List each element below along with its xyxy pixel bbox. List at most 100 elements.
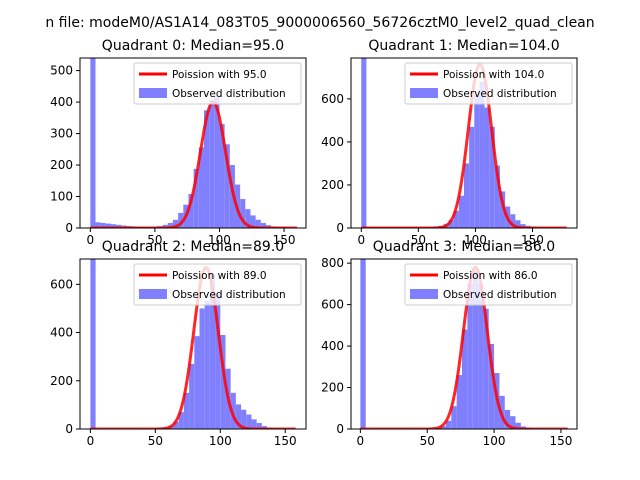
legend-observed-swatch	[139, 289, 167, 299]
y-tick-label: 600	[321, 92, 344, 106]
histogram-bar	[520, 224, 526, 228]
histogram-bar	[204, 301, 210, 429]
histogram-bar	[188, 194, 194, 228]
y-tick-label: 200	[50, 158, 73, 172]
x-tick-label: 50	[411, 233, 426, 247]
histogram-bar	[250, 215, 256, 228]
x-tick-label: 100	[208, 233, 231, 247]
histogram-bar	[458, 195, 464, 228]
legend-box	[404, 62, 573, 105]
legend-observed-swatch	[139, 88, 167, 98]
histogram-bar	[361, 58, 367, 228]
histogram-bar	[478, 283, 484, 429]
histogram-bar	[240, 199, 246, 228]
histogram-bar	[215, 293, 221, 429]
histogram-bar	[209, 274, 216, 429]
y-tick-label: 0	[65, 422, 73, 436]
histogram-bar	[214, 96, 220, 228]
histogram-bar	[193, 168, 199, 228]
y-tick-label: 0	[336, 422, 344, 436]
axes-frame	[350, 57, 578, 229]
histogram-bar	[260, 222, 266, 228]
histogram-bar	[100, 222, 106, 228]
plot-area	[89, 58, 298, 228]
histogram-bar	[510, 416, 516, 429]
histogram-bar	[209, 100, 215, 228]
legend-observed-label: Observed distribution	[443, 289, 557, 301]
x-tick-label: 0	[357, 434, 365, 448]
histogram-bar	[474, 94, 480, 228]
histogram-bar	[90, 259, 96, 429]
histogram-bar	[220, 334, 226, 429]
histogram-bar	[172, 219, 179, 228]
histogram-bar	[440, 426, 446, 429]
y-tick-label: 500	[50, 64, 73, 78]
histogram-bar	[173, 421, 179, 429]
legend: Poission with 104.0 Observed distribution	[404, 62, 573, 105]
plot-area	[359, 259, 569, 429]
subplot-quadrant-2: 0 50 100 150 0 200 400 600 Quadrant 2: Median=89…	[50, 239, 307, 448]
subplot-title: Quadrant 0: Median=95.0	[102, 38, 284, 54]
y-tick-label: 200	[321, 178, 344, 192]
histogram-bar	[484, 107, 490, 228]
legend-fit-label: Poission with 86.0	[443, 270, 538, 282]
y-tick-label: 400	[321, 339, 344, 353]
histogram-bar	[510, 214, 516, 228]
y-tick-label: 100	[50, 190, 73, 204]
x-tick-label: 0	[357, 233, 365, 247]
poisson-fit-line	[359, 265, 569, 429]
y-tick-label: 400	[50, 95, 73, 109]
histogram-bar	[230, 392, 236, 429]
histogram-bar	[472, 271, 479, 429]
legend-fit-label: Poission with 89.0	[172, 270, 267, 282]
y-tick-label: 600	[321, 298, 344, 312]
subplot-grid: 0 50 100 150 0 100 200 300 400 500 Quadrant 0: Med…	[50, 38, 578, 448]
axes-frame	[79, 57, 307, 229]
histogram-bar	[451, 406, 457, 429]
subplot-quadrant-3: 0 50 100 150 0 200 400 600 800 Quadrant 3: Median…	[321, 239, 578, 448]
histogram-bar	[110, 224, 117, 228]
histogram-bar	[219, 124, 225, 228]
histogram-bar	[360, 259, 366, 429]
histogram-bar	[198, 147, 204, 228]
histogram-bar	[116, 224, 122, 228]
x-tick-label: 100	[483, 434, 506, 448]
histogram-bar	[246, 414, 252, 429]
legend-observed-swatch	[410, 88, 438, 98]
histogram-bar	[467, 283, 473, 429]
x-tick-label: 0	[87, 233, 95, 247]
legend-box	[404, 263, 573, 306]
histogram-bar	[479, 81, 485, 228]
x-tick-label: 100	[209, 434, 232, 448]
legend: Poission with 95.0 Observed distribution	[133, 62, 302, 105]
y-tick-label: 300	[50, 127, 73, 141]
histogram-bar	[464, 163, 470, 228]
legend: Poission with 86.0 Observed distribution	[404, 263, 573, 306]
figure-title: n file: modeM0/AS1A14_083T05_9000006560_…	[45, 15, 594, 31]
legend-observed-label: Observed distribution	[172, 289, 286, 301]
x-tick-label: 150	[273, 233, 296, 247]
histogram-bar	[105, 223, 111, 228]
histogram-bar	[256, 422, 262, 429]
histogram-bar	[461, 329, 468, 429]
axes-frame	[350, 258, 578, 430]
subplot-title: Quadrant 1: Median=104.0	[368, 38, 559, 54]
histogram-bar	[199, 308, 205, 429]
histogram-bar	[178, 212, 184, 228]
histogram-bar	[489, 126, 495, 228]
legend: Poission with 89.0 Observed distribution	[133, 263, 302, 306]
histogram-bar	[90, 58, 96, 228]
histogram-bar	[235, 404, 242, 429]
histogram-bar	[241, 409, 247, 429]
y-tick-label: 600	[50, 277, 73, 291]
histogram-bar	[203, 110, 210, 228]
y-tick-label: 800	[321, 256, 344, 270]
histogram-bar	[189, 363, 195, 429]
x-tick-label: 0	[87, 434, 95, 448]
histogram-bar	[488, 344, 495, 429]
subplot-title: Quadrant 2: Median=89.0	[102, 239, 284, 255]
legend-observed-label: Observed distribution	[443, 88, 557, 100]
histogram-bar	[245, 209, 251, 228]
histogram-bar	[456, 375, 462, 429]
subplot-quadrant-0: 0 50 100 150 0 100 200 300 400 500 Quadrant 0: Med…	[50, 38, 307, 247]
